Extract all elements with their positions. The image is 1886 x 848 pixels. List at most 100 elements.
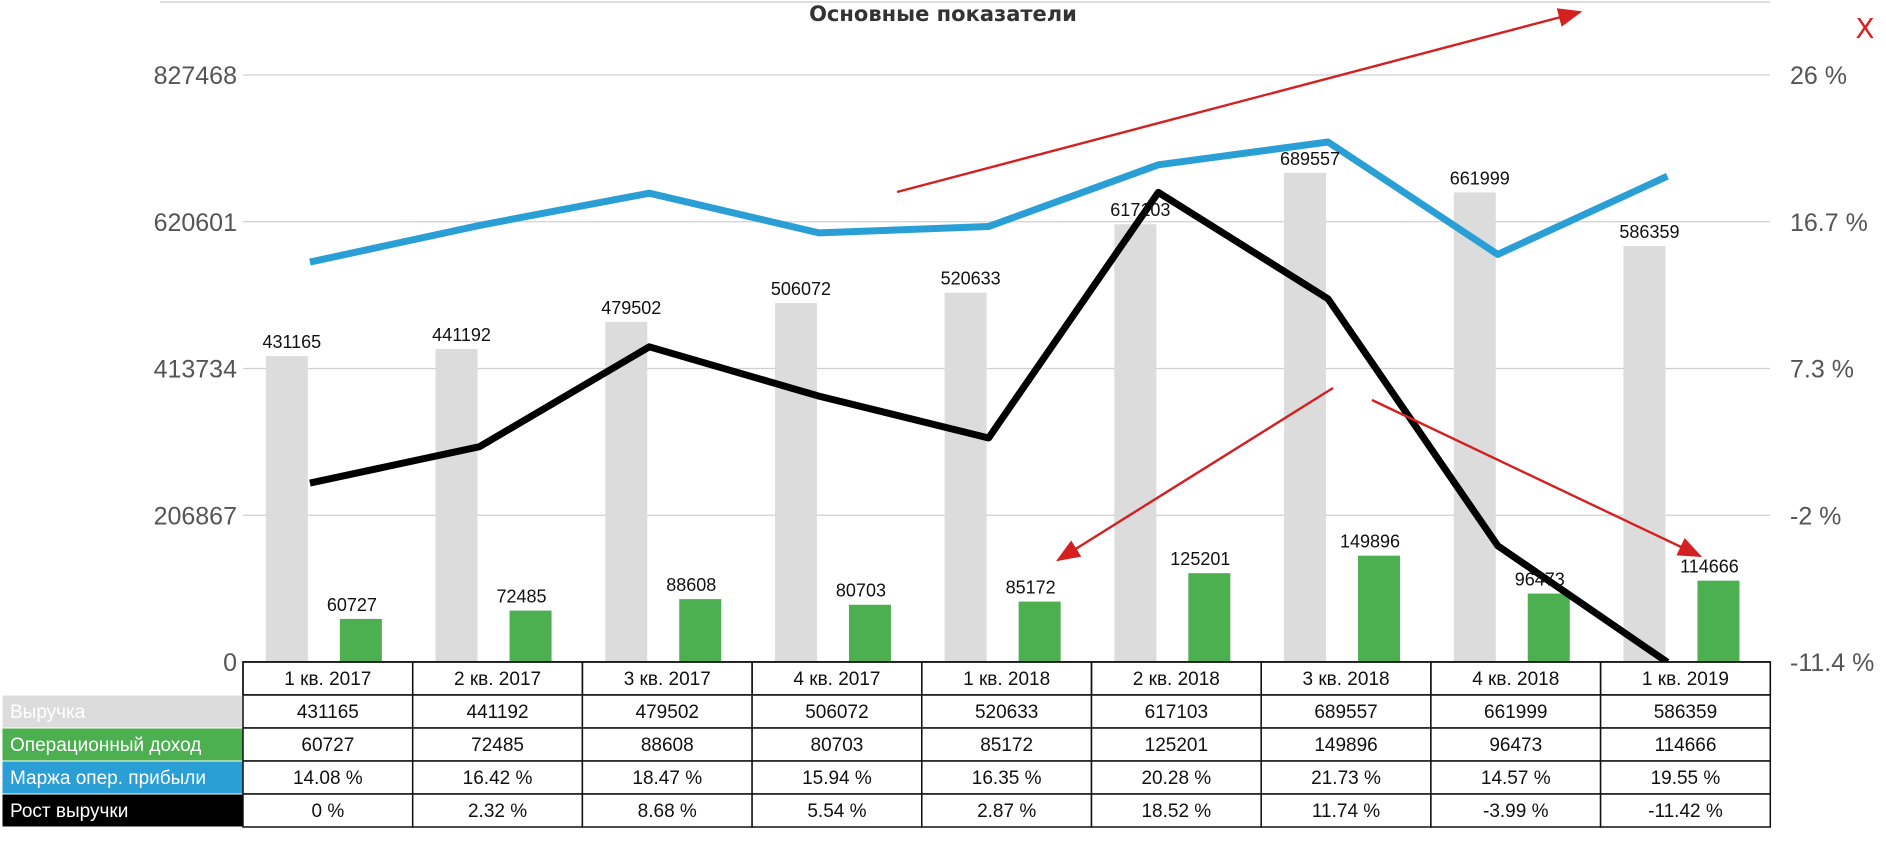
close-button[interactable]: X xyxy=(1850,12,1880,46)
table-cell-value: -11.42 % xyxy=(1648,801,1723,822)
table-cell-value: 586359 xyxy=(1654,702,1717,723)
table-row-label-cell xyxy=(1,793,244,828)
bar-revenue xyxy=(1284,172,1327,662)
table-cell-value: 88608 xyxy=(641,735,694,756)
category-label: 3 кв. 2018 xyxy=(1303,669,1390,690)
table-cell-value: 149896 xyxy=(1314,735,1377,756)
table-cell-value: 21.73 % xyxy=(1311,768,1381,789)
table-cell-value: 72485 xyxy=(471,735,524,756)
bar-revenue xyxy=(1114,224,1157,663)
table-cell-value: 14.57 % xyxy=(1481,768,1551,789)
table-cell xyxy=(751,793,923,828)
table-row-label-cell xyxy=(1,760,244,795)
table-cell-value: 15.94 % xyxy=(802,768,872,789)
right-tick-label: 7.3 % xyxy=(1790,356,1854,384)
table-cell-value: 5.54 % xyxy=(807,801,866,822)
right-tick-label: 16.7 % xyxy=(1790,209,1868,237)
bar-revenue xyxy=(435,349,478,662)
category-label: 2 кв. 2017 xyxy=(454,669,541,690)
bar-revenue xyxy=(605,321,648,662)
bar-revenue xyxy=(1623,246,1666,663)
category-label: 1 кв. 2018 xyxy=(963,669,1050,690)
table-cell xyxy=(1430,793,1602,828)
table-cell-value: 19.55 % xyxy=(1651,768,1721,789)
data-label-revenue: 586359 xyxy=(1619,222,1679,242)
table-cell xyxy=(411,760,584,795)
chart-title: Основные показатели xyxy=(809,2,1077,26)
data-label-operating-income: 88608 xyxy=(666,575,716,595)
left-tick-label: 413734 xyxy=(154,356,238,384)
table-cell xyxy=(242,793,414,828)
table-row-label: Рост выручки xyxy=(10,801,128,822)
data-label-operating-income: 125201 xyxy=(1170,549,1230,569)
table-cell-value: -3.99 % xyxy=(1483,801,1549,822)
data-label-operating-income: 96473 xyxy=(1515,570,1565,590)
data-labels: 431165 60727 441192 72485 479502 88608 506072 8… xyxy=(262,149,1738,615)
table-cell-value: 661999 xyxy=(1484,702,1547,723)
table-cell-value: 2.32 % xyxy=(468,801,527,822)
bar-operating-income xyxy=(848,604,891,662)
table-cell xyxy=(1599,727,1772,762)
table-cell-value: 80703 xyxy=(811,735,864,756)
table-cell xyxy=(1090,760,1262,795)
table-cell xyxy=(921,793,1093,828)
data-label-revenue: 689557 xyxy=(1280,149,1340,169)
table-cell-value: 16.42 % xyxy=(463,768,533,789)
data-label-revenue: 431165 xyxy=(262,332,321,352)
annotation-arrow xyxy=(896,8,1583,194)
bar-revenue xyxy=(265,356,308,662)
table-cell xyxy=(1430,760,1602,795)
category-label: 4 кв. 2018 xyxy=(1472,669,1559,690)
left-axis-ticks: 0 206867 413734 620601 827468 xyxy=(154,62,238,677)
table-cell xyxy=(1090,793,1262,828)
table-cell-value: 479502 xyxy=(636,702,699,723)
data-label-operating-income: 149896 xyxy=(1340,532,1400,552)
table-cell-value: 506072 xyxy=(805,702,868,723)
lines xyxy=(309,138,1670,666)
table-cell xyxy=(581,760,753,795)
table-cell xyxy=(751,760,923,795)
table-cell-value: 18.52 % xyxy=(1141,801,1211,822)
line-margin xyxy=(309,138,1669,266)
bar-operating-income xyxy=(679,599,722,662)
bar-operating-income xyxy=(1358,555,1401,662)
category-label: 4 кв. 2017 xyxy=(793,669,880,690)
table-cell xyxy=(411,727,584,762)
table-cell xyxy=(1260,793,1432,828)
table-cell xyxy=(1260,727,1432,762)
table-cell-value: 114666 xyxy=(1654,735,1716,756)
table-cell-value: 96473 xyxy=(1489,735,1542,756)
table-cell xyxy=(751,694,923,729)
bar-operating-income xyxy=(339,618,382,662)
data-label-operating-income: 80703 xyxy=(836,581,886,601)
table-row-label: Выручка xyxy=(10,702,86,723)
right-tick-label: -2 % xyxy=(1790,502,1841,530)
data-label-revenue: 506072 xyxy=(771,279,831,299)
table-cell-value: 2.87 % xyxy=(977,801,1036,822)
data-label-revenue: 479502 xyxy=(601,298,661,318)
data-label-operating-income: 114666 xyxy=(1680,557,1739,577)
table-cell xyxy=(1599,760,1772,795)
annotation-arrow xyxy=(1371,398,1703,558)
table-cell xyxy=(242,760,414,795)
line-revenue-growth xyxy=(309,188,1670,666)
bar-revenue xyxy=(1453,192,1496,662)
table-cell-value: 0 % xyxy=(311,801,344,822)
annotation-arrows xyxy=(896,8,1703,562)
data-label-operating-income: 85172 xyxy=(1006,578,1056,598)
data-label-operating-income: 60727 xyxy=(327,595,377,615)
bar-revenue xyxy=(774,302,817,662)
bar-operating-income xyxy=(1697,580,1740,662)
table-cell xyxy=(581,727,753,762)
bar-operating-income xyxy=(1527,593,1570,662)
table-cell-value: 16.35 % xyxy=(972,768,1042,789)
data-label-revenue: 661999 xyxy=(1450,168,1510,188)
left-tick-label: 827468 xyxy=(154,62,237,90)
left-tick-label: 620601 xyxy=(154,209,237,237)
table-cell-value: 431165 xyxy=(297,702,359,723)
table-row-label-cell xyxy=(1,694,244,729)
right-tick-label: -11.4 % xyxy=(1790,649,1874,677)
right-tick-label: 26 % xyxy=(1790,62,1847,90)
left-tick-label: 206867 xyxy=(154,502,237,530)
